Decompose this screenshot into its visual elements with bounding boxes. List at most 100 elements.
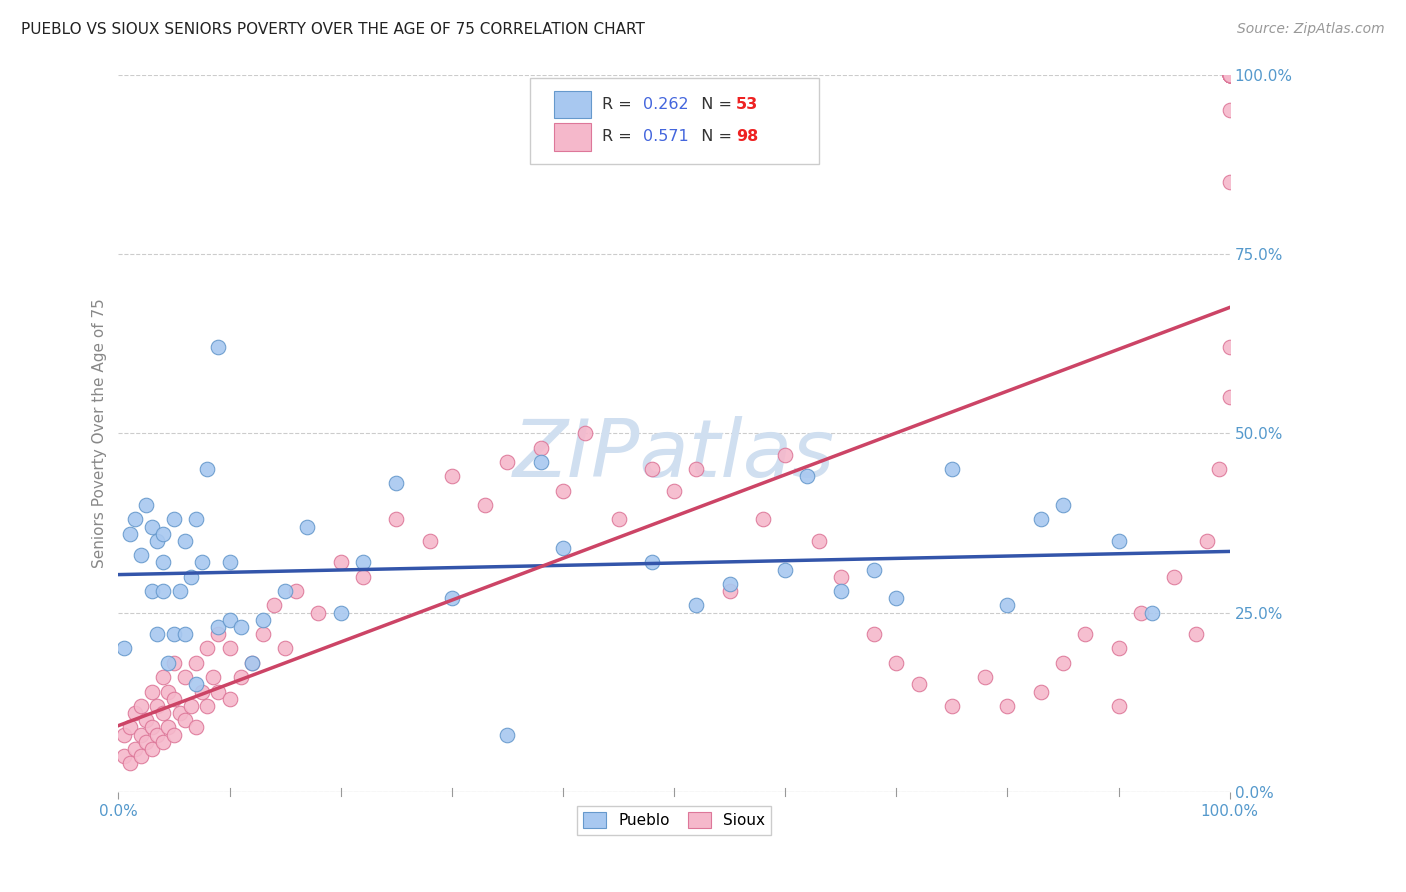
Point <box>169 706 191 720</box>
Point <box>574 426 596 441</box>
Point <box>141 742 163 756</box>
Legend: Pueblo, Sioux: Pueblo, Sioux <box>576 806 772 835</box>
Point <box>1208 462 1230 476</box>
Point <box>141 519 163 533</box>
FancyBboxPatch shape <box>554 91 591 119</box>
Point <box>152 555 174 569</box>
Point <box>146 627 169 641</box>
Point <box>1052 498 1074 512</box>
Point <box>163 627 186 641</box>
Point <box>385 512 408 526</box>
Point <box>240 656 263 670</box>
Point <box>146 698 169 713</box>
Text: 53: 53 <box>737 97 759 112</box>
Point <box>152 735 174 749</box>
Point <box>129 749 152 764</box>
Point <box>163 512 186 526</box>
Point <box>1219 175 1241 189</box>
Point <box>152 584 174 599</box>
Point <box>752 512 775 526</box>
Point <box>551 541 574 555</box>
Point <box>329 555 352 569</box>
Point <box>229 670 252 684</box>
Point <box>308 606 330 620</box>
Point <box>1052 656 1074 670</box>
Point <box>1219 103 1241 118</box>
Point <box>186 720 208 734</box>
Text: 0.571: 0.571 <box>643 129 689 145</box>
Point <box>174 627 197 641</box>
Point <box>135 498 157 512</box>
Point <box>1219 68 1241 82</box>
Point <box>135 713 157 727</box>
Point <box>207 627 229 641</box>
Point <box>1219 340 1241 354</box>
Text: N =: N = <box>690 97 737 112</box>
Point <box>195 698 218 713</box>
Point <box>1129 606 1152 620</box>
Point <box>129 728 152 742</box>
Point <box>207 340 229 354</box>
Point <box>195 641 218 656</box>
Text: ZIPatlas: ZIPatlas <box>513 416 835 494</box>
Point <box>229 620 252 634</box>
Point <box>530 441 553 455</box>
Point <box>1029 684 1052 698</box>
Point <box>1219 68 1241 82</box>
Point <box>152 670 174 684</box>
Point <box>662 483 685 498</box>
Text: R =: R = <box>602 97 637 112</box>
Point <box>218 641 240 656</box>
Point <box>941 462 963 476</box>
Point <box>1219 68 1241 82</box>
Point <box>118 526 141 541</box>
Point <box>195 462 218 476</box>
Point <box>685 462 707 476</box>
Point <box>252 627 274 641</box>
Point <box>1074 627 1097 641</box>
Point <box>551 483 574 498</box>
Point <box>218 613 240 627</box>
Point <box>1219 68 1241 82</box>
Point <box>1219 68 1241 82</box>
Point <box>174 670 197 684</box>
Point <box>997 599 1019 613</box>
Text: 0.262: 0.262 <box>643 97 689 112</box>
Point <box>112 728 135 742</box>
Point <box>1108 533 1130 548</box>
FancyBboxPatch shape <box>554 123 591 151</box>
Point <box>440 591 463 606</box>
Point <box>1219 68 1241 82</box>
Point <box>1219 68 1241 82</box>
Point <box>419 533 441 548</box>
Point <box>440 469 463 483</box>
Point <box>124 742 146 756</box>
Point <box>129 548 152 562</box>
Point <box>152 706 174 720</box>
Point <box>1197 533 1219 548</box>
Point <box>141 584 163 599</box>
Point <box>186 656 208 670</box>
Point <box>1108 641 1130 656</box>
Point <box>186 512 208 526</box>
Point <box>274 641 297 656</box>
Point <box>773 563 796 577</box>
Point <box>718 584 741 599</box>
Point <box>530 455 553 469</box>
Point <box>496 455 519 469</box>
Point <box>796 469 818 483</box>
Point <box>169 584 191 599</box>
Point <box>1219 68 1241 82</box>
Point <box>118 720 141 734</box>
Point <box>124 706 146 720</box>
Point <box>180 698 202 713</box>
Point <box>607 512 630 526</box>
Point <box>112 641 135 656</box>
Point <box>152 526 174 541</box>
Point <box>297 519 319 533</box>
Point <box>863 627 886 641</box>
Point <box>207 620 229 634</box>
Point <box>118 756 141 771</box>
Point <box>186 677 208 691</box>
Point <box>886 656 908 670</box>
